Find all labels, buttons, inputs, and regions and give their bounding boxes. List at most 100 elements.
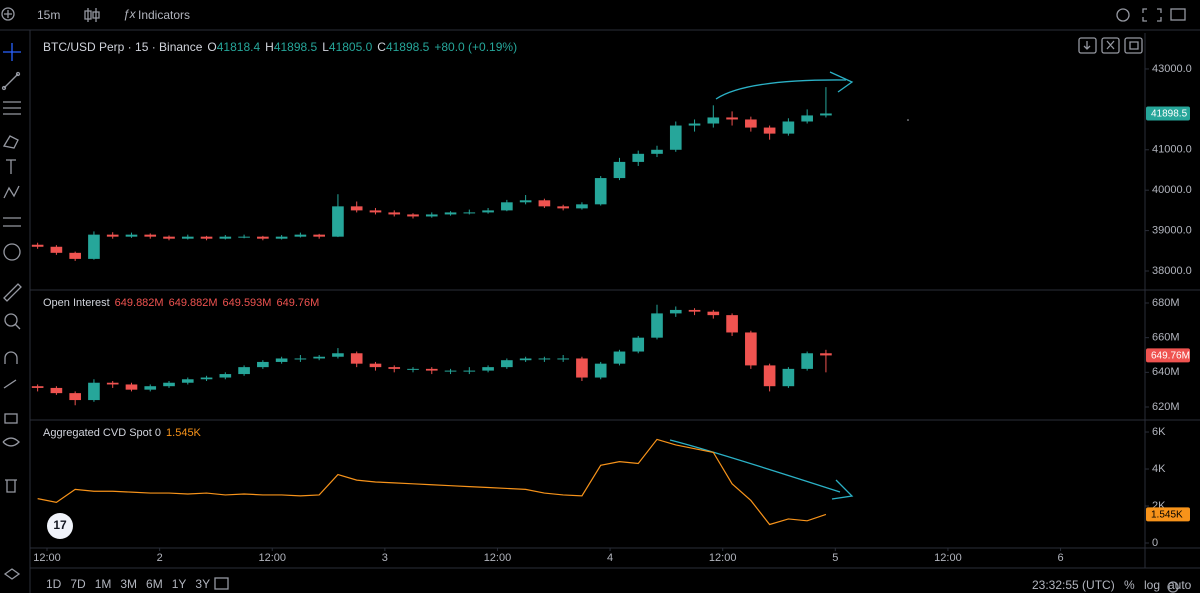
ohlc-item: O41818.4	[207, 40, 260, 54]
y-tick-label: 4K	[1152, 463, 1166, 475]
y-tick-label: 0	[1152, 537, 1158, 549]
candle-body	[50, 387, 63, 394]
log-toggle[interactable]: log	[1144, 578, 1161, 592]
legend-value: 1.545K	[166, 427, 201, 439]
range-button[interactable]: 3Y	[195, 577, 211, 591]
candle-body	[632, 153, 645, 162]
candle-body	[576, 204, 588, 209]
candle-body	[425, 214, 438, 217]
legend-value: 649.76M	[276, 297, 320, 309]
candle-body	[106, 234, 119, 237]
candle-body	[257, 361, 269, 368]
top-icons[interactable]	[84, 8, 1186, 593]
candle-body	[125, 234, 138, 237]
y-tick-label: 38000.0	[1152, 265, 1192, 277]
candle-body	[88, 234, 100, 259]
ohlc-value: 41805.0	[328, 40, 373, 54]
candle-body	[613, 351, 626, 364]
x-tick-label: 12:00	[709, 552, 737, 564]
candle-body	[594, 363, 607, 378]
candle-body	[669, 125, 682, 150]
cvd-line	[37, 438, 827, 526]
candle-body	[501, 202, 513, 211]
range-button[interactable]: 3M	[120, 577, 138, 591]
candle-body	[688, 309, 701, 312]
x-tick-label: 6	[1057, 552, 1063, 564]
x-tick-label: 12:00	[33, 552, 61, 564]
range-button[interactable]: 1D	[46, 577, 62, 591]
candle-body	[669, 309, 682, 314]
candle-body	[106, 382, 119, 385]
x-tick-label: 3	[382, 552, 388, 564]
candle-body	[200, 377, 213, 380]
candle-body	[88, 382, 100, 401]
logo-mark: 17	[53, 518, 67, 532]
candle-body	[801, 115, 813, 122]
candle-body	[69, 252, 81, 259]
candle-body	[31, 386, 44, 388]
range-button[interactable]: 6M	[146, 577, 163, 591]
x-tick-label: 12:00	[934, 552, 962, 564]
indicators-button[interactable]: Indicators	[138, 8, 191, 22]
candle-body	[444, 212, 457, 215]
candle-body	[444, 370, 457, 372]
last-value-label: 41898.5	[1151, 109, 1188, 120]
interval[interactable]: 15m	[37, 8, 61, 22]
auto-toggle[interactable]: auto	[1168, 578, 1192, 592]
candle-body	[782, 121, 795, 134]
clock: 23:32:55 (UTC)	[1032, 578, 1115, 592]
candle-body	[275, 358, 288, 362]
candle-body	[257, 236, 269, 239]
range-button[interactable]: 1Y	[171, 577, 187, 591]
y-tick-label: 39000.0	[1152, 225, 1192, 237]
last-value-badge	[1146, 507, 1190, 522]
candle-body	[688, 123, 701, 126]
candle-body	[275, 236, 288, 239]
ohlc-value: 41818.4	[216, 40, 261, 54]
y-tick-label: 40000.0	[1152, 184, 1192, 196]
ohlc-key: L	[322, 40, 329, 54]
x-tick-label: 12:00	[258, 552, 286, 564]
drawing-tools[interactable]	[1, 7, 22, 580]
candle-body	[820, 113, 832, 116]
legend: BTC/USD Perp · 15 · Binance O41818.4 H418…	[43, 40, 517, 54]
candle-body	[501, 360, 513, 368]
fx-icon: ƒx	[123, 7, 137, 21]
candle-body	[313, 356, 325, 359]
candle-body	[726, 117, 738, 120]
candle-body	[181, 379, 194, 383]
range-button[interactable]: 1M	[94, 577, 112, 591]
percent-toggle[interactable]: %	[1124, 578, 1135, 592]
candle-body	[820, 353, 832, 356]
indicator-name: Aggregated CVD Spot 0	[43, 427, 162, 439]
range-button[interactable]: 7D	[70, 577, 86, 591]
candle-body	[163, 236, 175, 239]
candle-body	[557, 358, 569, 360]
candle-body	[425, 368, 438, 371]
candle-body	[538, 200, 551, 207]
candle-body	[519, 358, 532, 361]
candle-body	[369, 210, 382, 213]
y-tick-label: 41000.0	[1152, 144, 1192, 156]
candle-body	[801, 353, 813, 369]
candle-body	[238, 367, 250, 375]
candle-body	[594, 178, 607, 205]
y-tick-label: 640M	[1152, 366, 1180, 378]
candle-body	[538, 358, 551, 360]
top-bar	[0, 0, 1200, 30]
symbol: BTC/USD Perp · 15 · Binance	[43, 40, 203, 54]
last-value-badge	[1146, 348, 1190, 363]
candle-body	[707, 117, 720, 124]
ohlc-item: H41898.5	[265, 40, 317, 54]
x-tick-label: 12:00	[484, 552, 512, 564]
legend: Open Interest 649.882M 649.882M 649.593M 64…	[43, 297, 319, 309]
candle-body	[632, 337, 645, 352]
legend-value: 649.882M	[114, 297, 164, 309]
candle-body	[745, 332, 757, 366]
candle-body	[144, 386, 157, 390]
ohlc-key: C	[377, 40, 386, 54]
candle-body	[313, 234, 325, 237]
y-tick-label: 660M	[1152, 332, 1180, 344]
candle-body	[69, 393, 81, 401]
